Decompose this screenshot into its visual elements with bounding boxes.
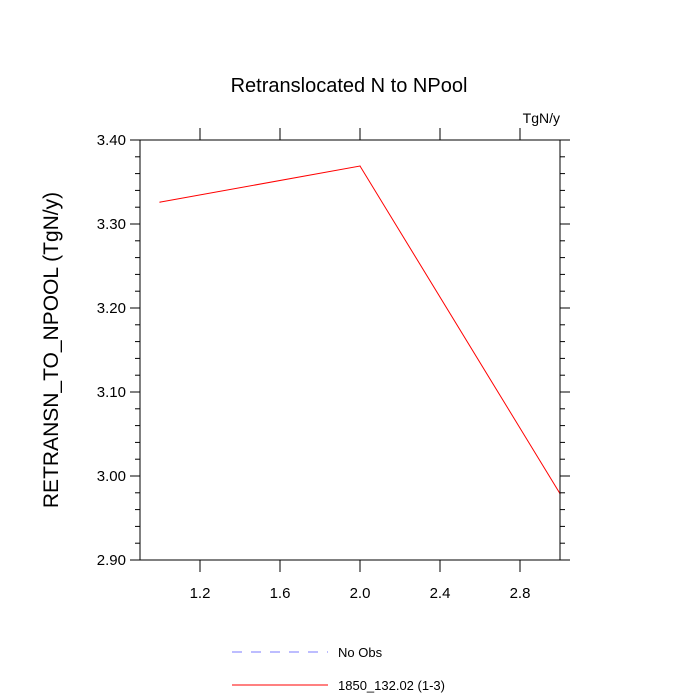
- y-tick-label: 3.40: [97, 132, 126, 149]
- chart-title: Retranslocated N to NPool: [231, 75, 468, 97]
- series-layer: [159, 165, 561, 495]
- data-point: [159, 201, 161, 203]
- series-line: [159, 165, 561, 494]
- x-tick-label: 2.4: [430, 585, 451, 602]
- legend: No Obs 1850_132.02 (1-3): [232, 645, 445, 693]
- x-tick-label: 1.2: [190, 585, 211, 602]
- minor-ticks: [135, 156, 565, 544]
- major-ticks: [130, 128, 570, 572]
- data-point: [359, 165, 361, 167]
- tick-labels: 1.2 1.6 2.0 2.4 2.8 2.90 3.00 3.10 3.20 3.30 3.40: [97, 132, 531, 602]
- x-tick-label: 1.6: [270, 585, 291, 602]
- y-axis-label: RETRANSN_TO_NPOOL (TgN/y): [40, 192, 63, 508]
- y-tick-label: 3.20: [97, 300, 126, 317]
- legend-label: No Obs: [338, 645, 383, 660]
- legend-label: 1850_132.02 (1-3): [338, 678, 445, 693]
- plot-frame: [139, 139, 561, 561]
- x-tick-label: 2.0: [350, 585, 371, 602]
- y-tick-label: 3.30: [97, 216, 126, 233]
- units-label: TgN/y: [523, 110, 560, 126]
- x-tick-label: 2.8: [510, 585, 531, 602]
- y-tick-label: 3.00: [97, 468, 126, 485]
- y-tick-label: 3.10: [97, 384, 126, 401]
- y-tick-label: 2.90: [97, 552, 126, 569]
